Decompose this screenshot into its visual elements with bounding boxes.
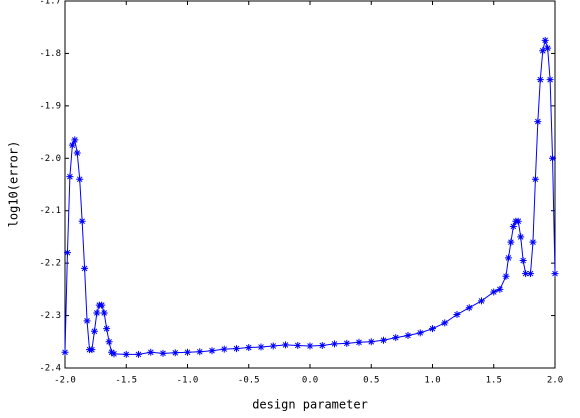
point-marker (81, 264, 89, 272)
point-marker (541, 36, 549, 44)
point-marker (392, 334, 400, 342)
x-tick-label: -1.5 (115, 376, 137, 386)
point-marker (527, 270, 534, 278)
point-marker (416, 329, 424, 337)
plot-frame (64, 0, 556, 369)
point-marker (529, 238, 537, 246)
point-marker (551, 270, 559, 278)
point-marker (544, 44, 552, 52)
point-marker (196, 348, 204, 356)
point-marker (100, 309, 108, 317)
point-marker (257, 343, 265, 351)
point-marker (66, 173, 74, 181)
point-marker (269, 342, 277, 350)
y-tick-label: -1.7 (39, 0, 61, 7)
point-marker (71, 136, 79, 144)
point-marker (504, 254, 512, 262)
point-marker (233, 345, 240, 353)
point-marker (343, 339, 351, 347)
point-marker (171, 349, 179, 357)
point-marker (135, 350, 142, 358)
point-marker (83, 317, 91, 325)
point-marker (502, 272, 510, 280)
point-marker (509, 222, 517, 230)
y-tick-label: -2.0 (39, 154, 61, 164)
point-marker (536, 76, 544, 84)
point-marker (294, 341, 302, 349)
point-marker (282, 341, 289, 349)
series-line (64, 38, 556, 355)
y-tick-label: -2.2 (39, 259, 61, 269)
point-marker (355, 338, 363, 346)
y-tick-label: -1.9 (39, 101, 61, 111)
x-tick-label: -1.0 (177, 376, 199, 386)
point-marker (453, 311, 461, 319)
point-marker (63, 249, 71, 257)
point-marker (441, 319, 449, 327)
point-marker (147, 348, 155, 356)
point-marker (367, 338, 375, 346)
point-marker (549, 154, 557, 162)
point-marker (76, 175, 84, 183)
point-marker (73, 149, 81, 157)
x-tick-label: 0.0 (302, 376, 318, 386)
point-marker (208, 347, 216, 355)
point-marker (108, 348, 116, 356)
point-marker (331, 340, 338, 348)
point-marker (465, 304, 473, 312)
point-marker (220, 345, 228, 353)
point-marker (61, 348, 69, 356)
x-tick-label: -2.0 (54, 376, 76, 386)
point-marker (78, 217, 86, 225)
point-marker (68, 141, 76, 149)
point-marker (496, 285, 504, 293)
point-marker (522, 270, 530, 278)
x-tick-label: 1.5 (486, 376, 502, 386)
point-marker (514, 217, 522, 225)
y-tick-label: -2.1 (39, 206, 61, 216)
point-marker (245, 344, 253, 352)
point-marker (380, 336, 387, 344)
point-marker (429, 325, 436, 333)
point-marker (306, 342, 314, 350)
point-marker (105, 338, 113, 346)
point-marker (93, 309, 101, 317)
point-marker (103, 325, 111, 333)
point-marker (110, 350, 118, 358)
point-marker (404, 331, 412, 339)
point-marker (539, 47, 547, 55)
x-tick-label: -0.5 (238, 376, 260, 386)
point-marker (517, 233, 525, 241)
point-marker (159, 349, 167, 357)
point-marker (98, 301, 106, 309)
point-marker (531, 175, 539, 183)
point-marker (490, 288, 498, 296)
point-marker (507, 238, 515, 246)
point-marker (534, 118, 542, 126)
y-tick-label: -1.8 (39, 49, 61, 59)
point-marker (122, 350, 130, 358)
y-tick-label: -2.4 (39, 364, 61, 374)
point-marker (519, 257, 527, 265)
point-marker (318, 341, 326, 349)
y-axis-label: log10(error) (7, 141, 21, 228)
x-tick-label: 2.0 (547, 376, 563, 386)
x-axis-label: design parameter (252, 398, 368, 412)
y-tick-label: -2.3 (39, 311, 61, 321)
x-tick-label: 1.0 (424, 376, 440, 386)
x-tick-label: 0.5 (363, 376, 379, 386)
point-marker (88, 346, 96, 354)
point-marker (478, 297, 485, 305)
point-marker (184, 348, 191, 356)
point-marker (546, 76, 554, 84)
point-marker (90, 327, 98, 335)
